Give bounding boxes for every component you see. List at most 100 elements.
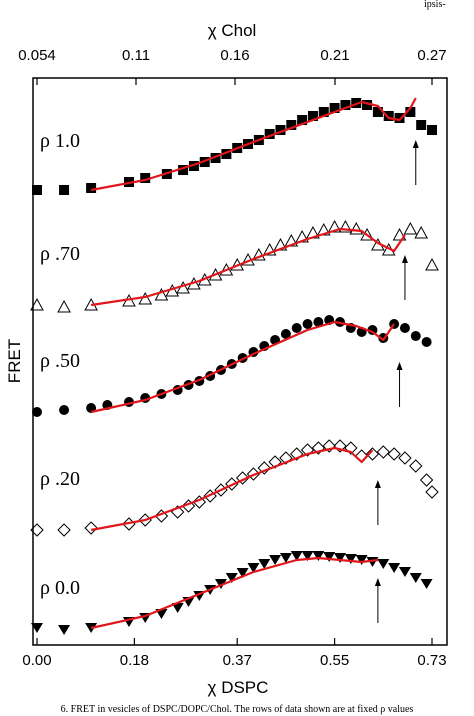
- data-point: [329, 103, 340, 113]
- data-point: [30, 523, 44, 537]
- data-point: [302, 319, 313, 329]
- data-point: [392, 227, 407, 241]
- data-point: [30, 297, 44, 311]
- data-point: [257, 461, 271, 475]
- series-group: ρ .70: [30, 219, 439, 313]
- data-point: [178, 165, 189, 175]
- data-point: [410, 331, 421, 341]
- data-point: [264, 129, 275, 139]
- data-point: [414, 225, 429, 239]
- y-axis-title: FRET: [5, 339, 24, 383]
- data-point: [425, 257, 439, 271]
- bottom-tick-label: 0.00: [22, 652, 51, 669]
- fit-curve: [90, 97, 417, 192]
- data-point: [399, 323, 410, 333]
- data-point: [405, 107, 416, 117]
- data-point: [312, 551, 325, 561]
- figure-caption: 6. FRET in vesicles of DSPC/DOPC/Chol. T…: [61, 704, 414, 715]
- data-point: [409, 459, 423, 473]
- series-label: ρ .50: [40, 350, 80, 372]
- data-point: [376, 445, 391, 459]
- data-point: [225, 573, 238, 583]
- data-point: [290, 447, 304, 461]
- data-point: [57, 299, 71, 313]
- data-point: [32, 185, 42, 195]
- series-layer: ρ 1.0 ρ .70 ρ .50 ρ .20 ρ 0.0: [30, 97, 439, 635]
- data-point: [340, 100, 351, 110]
- data-point: [268, 455, 282, 469]
- data-point: [327, 219, 342, 233]
- data-point: [301, 551, 314, 561]
- data-point: [154, 509, 169, 523]
- data-point: [323, 552, 336, 562]
- data-point: [318, 107, 329, 117]
- data-point: [322, 439, 336, 453]
- data-point: [297, 115, 308, 125]
- data-point: [290, 551, 303, 561]
- data-point: [344, 554, 357, 564]
- fit-curve: [90, 227, 406, 307]
- data-point: [344, 441, 358, 455]
- data-point: [349, 221, 364, 235]
- data-point: [154, 287, 169, 301]
- data-point: [403, 221, 418, 235]
- data-point: [181, 499, 196, 513]
- data-point: [311, 441, 326, 455]
- data-point: [279, 553, 292, 563]
- top-caption-fragment: ipsis-: [424, 0, 446, 10]
- data-point: [258, 559, 271, 569]
- data-point: [313, 317, 324, 327]
- data-point: [360, 227, 374, 241]
- data-point: [420, 579, 433, 589]
- data-point: [279, 451, 293, 465]
- data-point: [334, 553, 347, 563]
- series-label: ρ 1.0: [40, 130, 80, 152]
- series-group: ρ .20: [30, 439, 439, 537]
- series-group: ρ 1.0: [32, 97, 437, 195]
- top-axis-title: χ Chol: [208, 21, 257, 40]
- data-point: [425, 485, 439, 499]
- top-tick-label: 0.11: [122, 47, 150, 64]
- data-point: [57, 523, 71, 537]
- series-group: ρ .50: [32, 315, 432, 417]
- series-label: ρ .70: [40, 243, 80, 265]
- fit-curve: [90, 446, 374, 532]
- top-tick-label: 0.27: [417, 47, 446, 64]
- data-point: [421, 337, 432, 347]
- boundary-arrowhead: [412, 140, 419, 148]
- boundary-arrowhead: [396, 362, 403, 370]
- series-label: ρ .20: [40, 468, 80, 490]
- data-point: [300, 443, 315, 457]
- bottom-tick-label: 0.37: [223, 652, 252, 669]
- data-point: [192, 495, 207, 509]
- data-point: [58, 625, 71, 635]
- data-point: [275, 125, 286, 135]
- bottom-axis-ticks: 0.00 0.18 0.37 0.55 0.73: [22, 638, 447, 669]
- data-point: [252, 247, 266, 261]
- bottom-tick-label: 0.55: [320, 652, 349, 669]
- data-point: [387, 447, 401, 461]
- data-point: [398, 451, 412, 465]
- fit-curve: [90, 320, 396, 414]
- data-point: [377, 559, 390, 569]
- data-point: [416, 120, 427, 130]
- data-point: [419, 473, 434, 487]
- data-point: [269, 555, 282, 565]
- data-point: [383, 111, 394, 121]
- boundary-arrowhead: [374, 578, 381, 586]
- data-point: [280, 329, 291, 339]
- data-point: [307, 111, 318, 121]
- data-point: [247, 563, 260, 573]
- data-point: [291, 323, 302, 333]
- bottom-tick-label: 0.18: [120, 652, 149, 669]
- data-point: [338, 219, 353, 233]
- data-point: [235, 471, 250, 485]
- data-point: [236, 568, 249, 578]
- data-point: [31, 623, 43, 633]
- data-point: [333, 439, 347, 453]
- data-point: [84, 521, 98, 535]
- top-axis-ticks: 0.054 0.11 0.16 0.21 0.27: [18, 47, 447, 85]
- top-tick-label: 0.054: [18, 47, 56, 64]
- data-point: [140, 173, 151, 183]
